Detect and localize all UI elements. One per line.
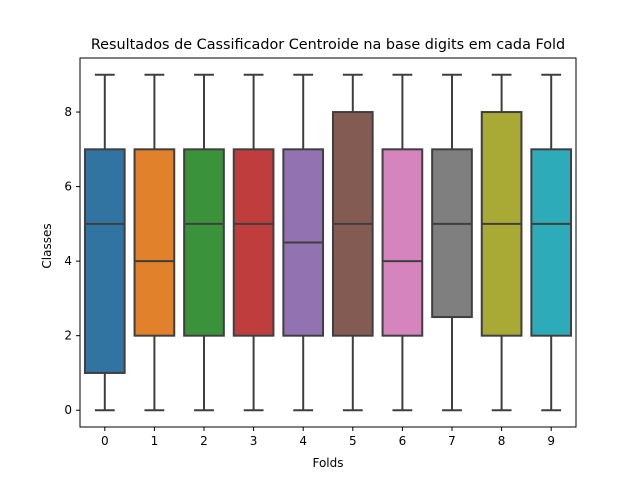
y-tick-label: 2	[64, 329, 72, 343]
x-tick-label: 1	[151, 434, 159, 448]
box-fold-1	[133, 148, 176, 337]
y-tick-label: 4	[64, 254, 72, 268]
plot-area: 0 2 4 6 8 0 1 2 3 4 5 6 7 8 9	[64, 57, 577, 448]
box-fold-6	[381, 148, 424, 337]
plot-frame	[79, 57, 577, 428]
x-tick-label: 6	[399, 434, 407, 448]
x-tick-label: 7	[448, 434, 456, 448]
x-tick-label: 9	[547, 434, 555, 448]
box-fold-7	[431, 148, 473, 319]
y-axis-label: Classes	[40, 223, 54, 268]
y-tick-label: 8	[64, 105, 72, 119]
y-tick-label: 0	[64, 403, 72, 417]
x-tick-label: 8	[498, 434, 506, 448]
x-axis-label: Folds	[312, 456, 343, 470]
box-fold-3	[232, 148, 275, 337]
x-tick-label: 3	[250, 434, 258, 448]
box-fold-9	[530, 148, 573, 337]
box-fold-2	[183, 148, 225, 337]
box-fold-0	[83, 148, 126, 374]
x-tick-label: 2	[200, 434, 208, 448]
x-tick-label: 4	[299, 434, 307, 448]
chart-title: Resultados de Cassificador Centroide na …	[91, 37, 565, 53]
x-tick-label: 0	[101, 434, 109, 448]
x-tick-label: 5	[349, 434, 357, 448]
y-tick-label: 6	[64, 180, 72, 194]
